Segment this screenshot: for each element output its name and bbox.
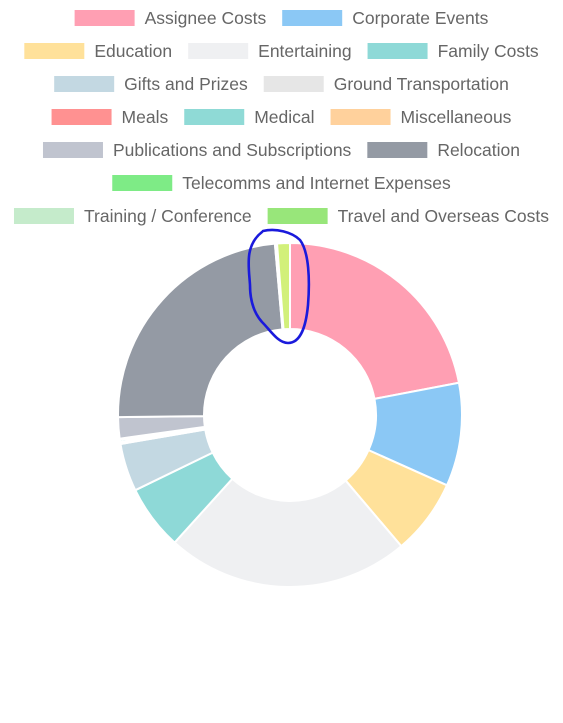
legend-item-medical[interactable]: Medical xyxy=(184,107,315,127)
legend-item-gifts-and-prizes-label: Gifts and Prizes xyxy=(124,74,248,94)
legend-item-telecomms-and-internet-expenses-swatch xyxy=(112,175,173,191)
legend-item-ground-transportation-swatch xyxy=(263,76,324,92)
legend-item-relocation-label: Relocation xyxy=(437,140,520,160)
legend-item-education[interactable]: Education xyxy=(24,41,172,61)
legend-item-gifts-and-prizes-swatch xyxy=(54,76,115,92)
legend-item-entertaining-label: Entertaining xyxy=(258,41,351,61)
legend-item-telecomms-and-internet-expenses-label: Telecomms and Internet Expenses xyxy=(182,173,451,193)
slice-travel-and-overseas-costs[interactable] xyxy=(276,242,291,331)
legend-item-corporate-events[interactable]: Corporate Events xyxy=(282,8,489,28)
legend-item-training-conference[interactable]: Training / Conference xyxy=(13,206,252,226)
legend-item-training-conference-label: Training / Conference xyxy=(84,206,252,226)
annotation-circle xyxy=(247,228,311,345)
legend-item-meals-swatch xyxy=(51,109,112,125)
legend-item-corporate-events-swatch xyxy=(282,10,343,26)
legend-item-family-costs[interactable]: Family Costs xyxy=(367,41,539,61)
legend-item-ground-transportation-label: Ground Transportation xyxy=(334,74,509,94)
legend-item-travel-and-overseas-costs-swatch xyxy=(267,208,328,224)
legend-item-relocation-swatch xyxy=(367,142,428,158)
legend-item-education-label: Education xyxy=(94,41,172,61)
legend-item-entertaining[interactable]: Entertaining xyxy=(188,41,352,61)
legend-item-miscellaneous-swatch xyxy=(330,109,391,125)
legend-item-medical-swatch xyxy=(184,109,245,125)
legend-item-corporate-events-label: Corporate Events xyxy=(352,8,488,28)
legend-item-travel-and-overseas-costs[interactable]: Travel and Overseas Costs xyxy=(267,206,550,226)
legend-item-publications-and-subscriptions-swatch xyxy=(42,142,103,158)
legend-item-meals[interactable]: Meals xyxy=(51,107,169,127)
legend-item-ground-transportation[interactable]: Ground Transportation xyxy=(263,74,509,94)
legend-item-publications-and-subscriptions-label: Publications and Subscriptions xyxy=(113,140,352,160)
legend-item-telecomms-and-internet-expenses[interactable]: Telecomms and Internet Expenses xyxy=(112,173,451,193)
legend-item-assignee-costs-label: Assignee Costs xyxy=(145,8,267,28)
slice-relocation[interactable] xyxy=(117,242,284,419)
legend-item-education-swatch xyxy=(24,43,85,59)
legend-item-meals-label: Meals xyxy=(122,107,169,127)
legend-item-training-conference-swatch xyxy=(13,208,74,224)
legend-item-family-costs-label: Family Costs xyxy=(438,41,539,61)
legend-item-entertaining-swatch xyxy=(188,43,249,59)
legend-item-gifts-and-prizes[interactable]: Gifts and Prizes xyxy=(54,74,248,94)
hand-drawn-annotation xyxy=(247,228,311,345)
legend-item-medical-label: Medical xyxy=(254,107,314,127)
legend-item-family-costs-swatch xyxy=(367,43,428,59)
chart-legend: Assignee Costs Corporate Events Education E… xyxy=(13,8,550,226)
legend-item-assignee-costs[interactable]: Assignee Costs xyxy=(74,8,267,28)
legend-item-miscellaneous[interactable]: Miscellaneous xyxy=(330,107,512,127)
slice-assignee-costs[interactable] xyxy=(289,242,460,400)
legend-item-miscellaneous-label: Miscellaneous xyxy=(401,107,512,127)
legend-item-publications-and-subscriptions[interactable]: Publications and Subscriptions xyxy=(42,140,352,160)
doughnut-slices xyxy=(117,242,463,588)
legend-item-assignee-costs-swatch xyxy=(74,10,135,26)
slice-entertaining[interactable] xyxy=(173,477,403,588)
legend-item-relocation[interactable]: Relocation xyxy=(367,140,520,160)
legend-item-travel-and-overseas-costs-label: Travel and Overseas Costs xyxy=(338,206,550,226)
